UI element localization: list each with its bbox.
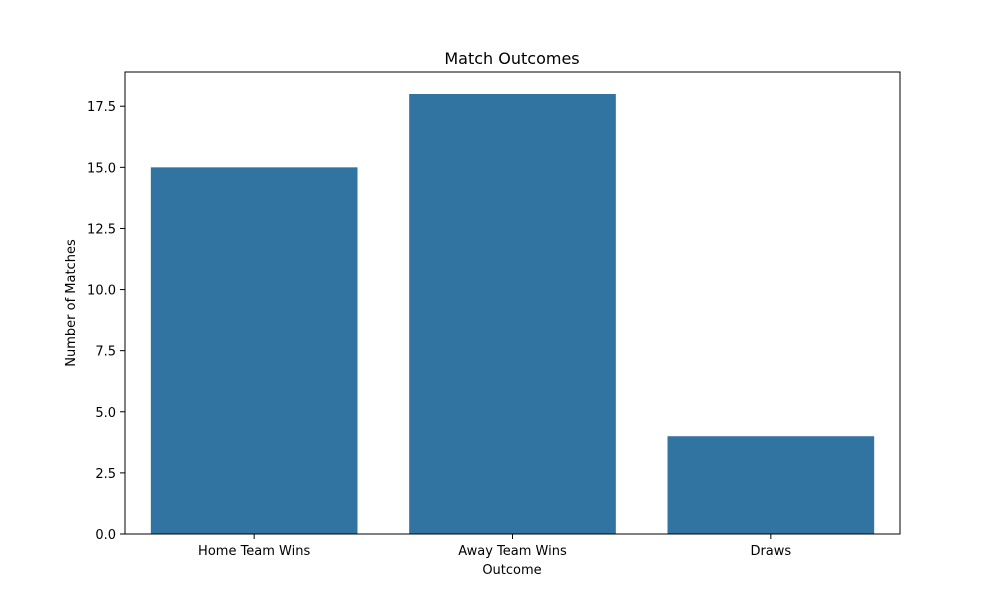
y-axis-label: Number of Matches <box>64 239 79 367</box>
x-axis-ticks: Home Team Wins Away Team Wins Draws <box>198 534 791 559</box>
y-tick-label: 12.5 <box>87 222 116 237</box>
plot-frame <box>124 71 901 535</box>
chart-title: Match Outcomes <box>444 49 579 68</box>
bar-home-team-wins <box>150 167 358 535</box>
y-tick-label: 0.0 <box>95 528 116 543</box>
y-tick-label: 10.0 <box>87 284 116 299</box>
x-axis-label: Outcome <box>482 563 541 578</box>
bar-away-team-wins <box>409 94 616 534</box>
x-tick-label: Draws <box>750 544 791 559</box>
y-tick-label: 7.5 <box>95 345 116 360</box>
y-tick-label: 2.5 <box>95 467 116 482</box>
bar-draws <box>667 436 875 534</box>
y-tick-label: 5.0 <box>95 406 116 421</box>
bars-group <box>150 94 875 535</box>
x-tick-label: Home Team Wins <box>198 544 310 559</box>
y-axis-ticks: 0.0 2.5 5.0 7.5 10.0 12.5 15.0 17.5 <box>87 100 125 543</box>
y-tick-label: 17.5 <box>87 100 116 115</box>
y-tick-label: 15.0 <box>87 161 116 176</box>
x-tick-label: Away Team Wins <box>458 544 567 559</box>
